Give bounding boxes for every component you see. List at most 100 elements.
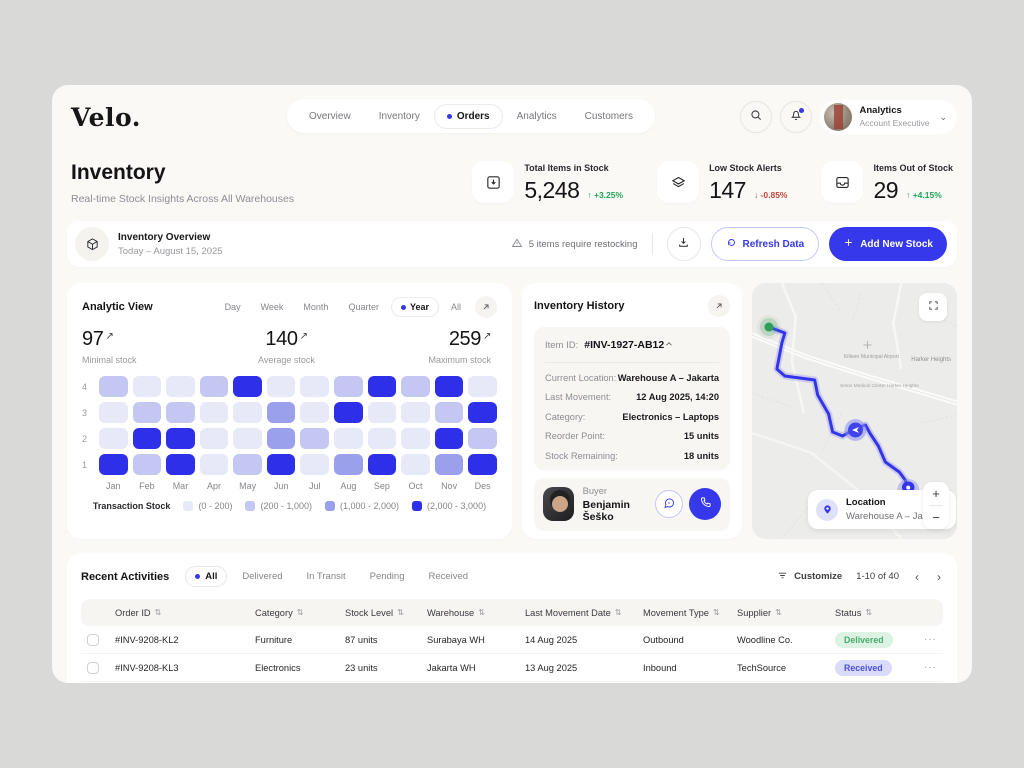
legend-swatch xyxy=(324,501,335,511)
call-buyer-button[interactable] xyxy=(689,488,721,520)
heatmap-cell-nov-2[interactable] xyxy=(434,428,464,449)
download-button[interactable] xyxy=(666,227,701,261)
nav-tab-analytics[interactable]: Analytics xyxy=(503,105,571,128)
range-tab-quarter[interactable]: Quarter xyxy=(340,298,387,316)
heatmap-cell-nov-1[interactable] xyxy=(434,454,464,475)
filter-tab-in-transit[interactable]: In Transit xyxy=(298,567,355,586)
nav-tab-customers[interactable]: Customers xyxy=(571,105,647,128)
heatmap-cell-jul-1[interactable] xyxy=(300,454,330,475)
kpi-value-row: 5,248 ↑ +3.25% xyxy=(524,177,623,204)
route-map[interactable]: Killeen Municipal Airport Harker Heights… xyxy=(752,283,957,539)
add-new-stock-button[interactable]: Add New Stock xyxy=(829,227,947,261)
column-header-order-id[interactable]: Order ID ⇅ xyxy=(115,608,255,618)
heatmap-cell-sep-4[interactable] xyxy=(367,376,397,397)
heatmap-cell-jul-4[interactable] xyxy=(300,376,330,397)
heatmap-cell-sep-2[interactable] xyxy=(367,428,397,449)
heatmap-cell-feb-3[interactable] xyxy=(132,402,162,423)
nav-tab-overview[interactable]: Overview xyxy=(295,105,365,128)
heatmap-cell-sep-1[interactable] xyxy=(367,454,397,475)
heatmap-cell-jul-3[interactable] xyxy=(300,402,330,423)
next-page-button[interactable]: › xyxy=(937,569,941,584)
cell-warehouse: Jakarta WH xyxy=(427,662,476,673)
heatmap-cell-may-2[interactable] xyxy=(233,428,262,449)
customize-button[interactable]: Customize xyxy=(777,570,842,584)
heatmap-cell-jun-2[interactable] xyxy=(266,428,296,449)
heatmap-cell-aug-3[interactable] xyxy=(334,402,363,423)
search-button[interactable] xyxy=(739,101,772,133)
heatmap-cell-feb-4[interactable] xyxy=(132,376,162,397)
heatmap-cell-oct-1[interactable] xyxy=(401,454,430,475)
heatmap-cell-jan-1[interactable] xyxy=(99,454,128,475)
heatmap-cell-mar-1[interactable] xyxy=(166,454,195,475)
filter-tab-delivered[interactable]: Delivered xyxy=(233,567,291,586)
heatmap-cell-sep-3[interactable] xyxy=(367,402,397,423)
range-tab-month[interactable]: Month xyxy=(295,298,336,316)
refresh-data-button[interactable]: Refresh Data xyxy=(710,227,820,261)
open-analytic-button[interactable] xyxy=(475,296,497,318)
heatmap-cell-apr-2[interactable] xyxy=(199,428,229,449)
heatmap-cell-oct-2[interactable] xyxy=(401,428,430,449)
fullscreen-button[interactable] xyxy=(919,293,947,321)
column-header-warehouse[interactable]: Warehouse ⇅ xyxy=(427,608,525,618)
heatmap-cell-mar-4[interactable] xyxy=(166,376,195,397)
heatmap-cell-apr-4[interactable] xyxy=(199,376,229,397)
chat-buyer-button[interactable] xyxy=(655,490,683,518)
column-header-status[interactable]: Status ⇅ xyxy=(835,608,915,618)
checkbox[interactable] xyxy=(87,661,99,674)
filter-tab-pending[interactable]: Pending xyxy=(361,567,414,586)
heatmap-cell-aug-1[interactable] xyxy=(334,454,363,475)
heatmap-cell-jun-3[interactable] xyxy=(266,402,296,423)
zoom-in-button[interactable]: + xyxy=(932,486,940,501)
heatmap-cell-nov-3[interactable] xyxy=(434,402,464,423)
column-header-movement-type[interactable]: Movement Type ⇅ xyxy=(643,608,737,618)
column-header-supplier[interactable]: Supplier ⇅ xyxy=(737,608,835,618)
nav-tab-orders[interactable]: Orders xyxy=(433,103,503,129)
heatmap-cell-aug-4[interactable] xyxy=(334,376,363,397)
heatmap-cell-oct-3[interactable] xyxy=(401,402,430,423)
heatmap-month-label: Mar xyxy=(172,481,189,491)
heatmap-cell-may-3[interactable] xyxy=(233,402,262,423)
range-tab-day[interactable]: Day xyxy=(217,298,249,316)
heatmap-cell-aug-2[interactable] xyxy=(334,428,363,449)
heatmap-cell-des-1[interactable] xyxy=(468,454,497,475)
heatmap-cell-jan-4[interactable] xyxy=(99,376,128,397)
heatmap-cell-mar-2[interactable] xyxy=(166,428,195,449)
profile-menu[interactable]: Analytics Account Executive ⌄ xyxy=(819,100,957,134)
checkbox[interactable] xyxy=(87,633,99,646)
stock-heatmap: 4 3 2 1 xyxy=(82,376,497,475)
range-tab-all[interactable]: All xyxy=(443,298,469,316)
zoom-out-button[interactable]: − xyxy=(932,510,940,525)
heatmap-cell-jan-3[interactable] xyxy=(99,402,128,423)
heatmap-cell-mar-3[interactable] xyxy=(166,402,195,423)
heatmap-cell-des-4[interactable] xyxy=(468,376,497,397)
heatmap-cell-nov-4[interactable] xyxy=(434,376,464,397)
heatmap-cell-may-1[interactable] xyxy=(233,454,262,475)
heatmap-cell-jun-4[interactable] xyxy=(266,376,296,397)
heatmap-cell-oct-4[interactable] xyxy=(401,376,430,397)
column-header-stock-level[interactable]: Stock Level ⇅ xyxy=(345,608,427,618)
heatmap-cell-apr-1[interactable] xyxy=(199,454,229,475)
column-header-last-movement-date[interactable]: Last Movement Date ⇅ xyxy=(525,608,643,618)
range-tab-year[interactable]: Year xyxy=(390,297,439,317)
heatmap-cell-feb-1[interactable] xyxy=(132,454,162,475)
detail-row: Stock Remaining: 18 units xyxy=(545,451,719,461)
item-id-row[interactable]: Item ID: #INV-1927-AB12 xyxy=(545,336,719,363)
prev-page-button[interactable]: ‹ xyxy=(915,569,919,584)
heatmap-cell-apr-3[interactable] xyxy=(199,402,229,423)
heatmap-cell-jun-1[interactable] xyxy=(266,454,296,475)
filter-tab-received[interactable]: Received xyxy=(419,567,477,586)
heatmap-cell-jan-2[interactable] xyxy=(99,428,128,449)
heatmap-cell-may-4[interactable] xyxy=(233,376,262,397)
filter-tab-all[interactable]: All xyxy=(185,566,228,587)
notifications-button[interactable] xyxy=(779,101,812,133)
heatmap-cell-jul-2[interactable] xyxy=(300,428,330,449)
heatmap-cell-feb-2[interactable] xyxy=(132,428,162,449)
heatmap-cell-des-3[interactable] xyxy=(468,402,497,423)
row-actions-button[interactable]: ··· xyxy=(924,662,937,673)
heatmap-cell-des-2[interactable] xyxy=(468,428,497,449)
nav-tab-inventory[interactable]: Inventory xyxy=(365,105,434,128)
row-actions-button[interactable]: ··· xyxy=(924,634,937,645)
open-history-button[interactable] xyxy=(708,295,730,317)
range-tab-week[interactable]: Week xyxy=(253,298,292,316)
column-header-category[interactable]: Category ⇅ xyxy=(255,608,345,618)
